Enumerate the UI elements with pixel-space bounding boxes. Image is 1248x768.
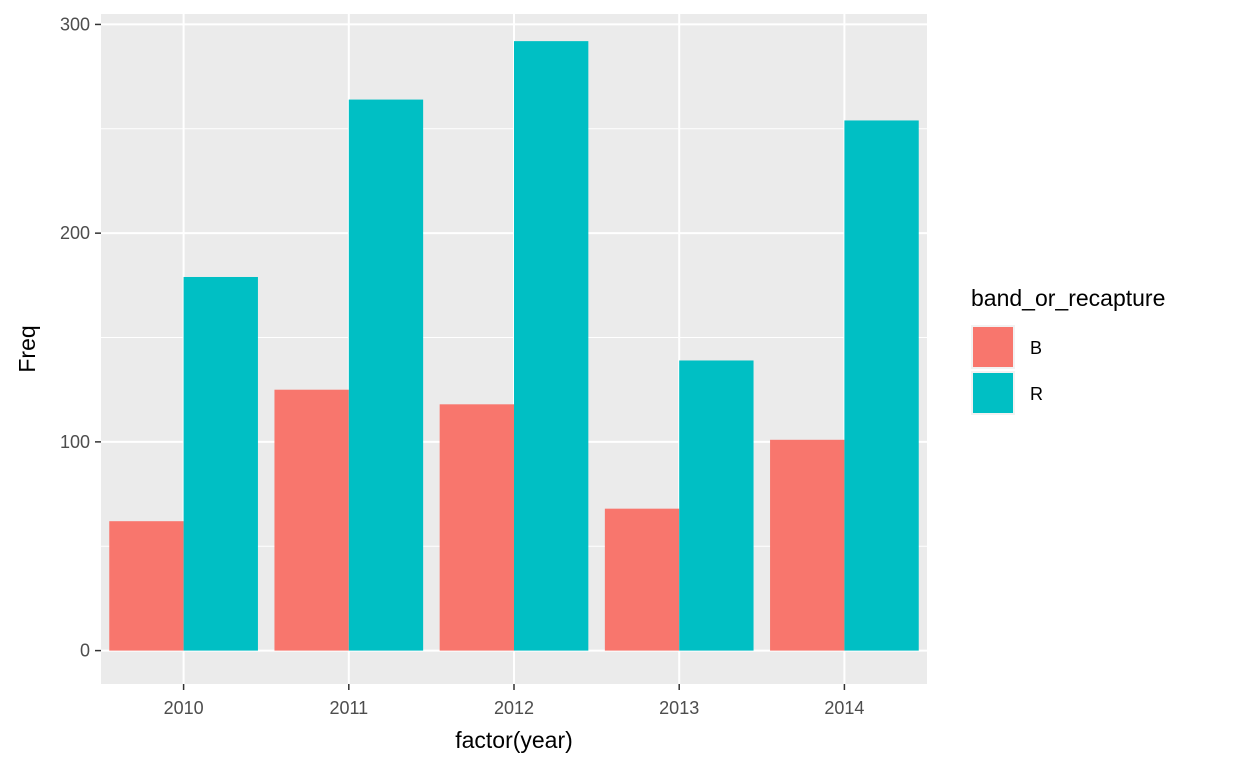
bar-b-2014 — [770, 439, 845, 651]
y-axis-title: Freq — [14, 325, 40, 372]
y-axis-ticks: 0 100 200 300 — [60, 14, 101, 661]
y-tick-label: 0 — [80, 641, 90, 661]
x-tick-label: 2014 — [824, 698, 864, 718]
x-tick-label: 2012 — [494, 698, 534, 718]
bar-r-2010 — [183, 276, 258, 651]
bar-b-2010 — [109, 521, 184, 651]
bar-r-2011 — [348, 99, 424, 651]
bar-r-2014 — [844, 120, 919, 651]
x-axis-title: factor(year) — [455, 727, 573, 753]
x-tick-label: 2013 — [659, 698, 699, 718]
bars — [109, 41, 919, 651]
x-tick-label: 2011 — [329, 698, 368, 718]
legend-label-b: B — [1030, 338, 1042, 358]
legend: band_or_recapture B R — [971, 285, 1165, 415]
bar-b-2012 — [439, 404, 514, 651]
legend-key-b — [973, 327, 1013, 367]
y-tick-label: 200 — [60, 223, 90, 243]
y-tick-label: 300 — [60, 14, 90, 34]
legend-title: band_or_recapture — [971, 285, 1165, 311]
bar-r-2013 — [679, 360, 754, 651]
bar-b-2013 — [604, 508, 680, 651]
x-tick-label: 2010 — [164, 698, 204, 718]
x-axis-ticks: 2010 2011 2012 2013 2014 — [164, 684, 864, 718]
legend-label-r: R — [1030, 384, 1043, 404]
bar-r-2012 — [514, 41, 589, 651]
bar-b-2011 — [274, 389, 349, 651]
y-tick-label: 100 — [60, 432, 90, 452]
legend-key-r — [973, 373, 1013, 413]
